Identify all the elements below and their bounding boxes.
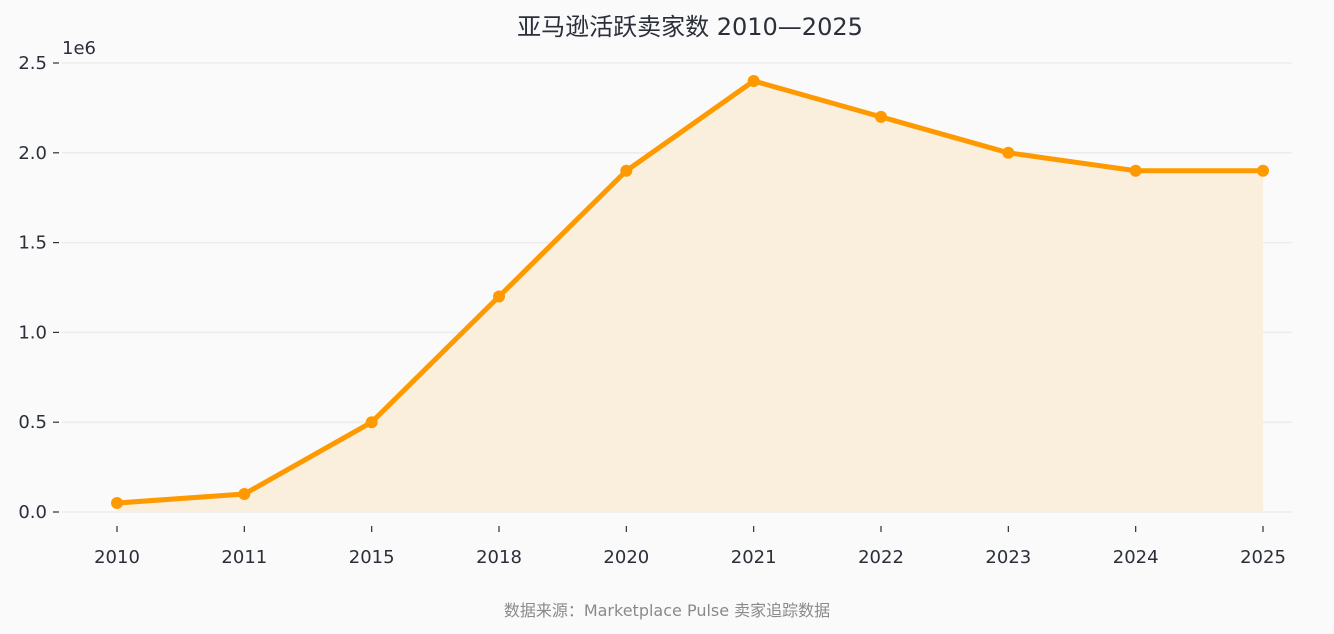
- data-point-2024: [1129, 164, 1142, 177]
- x-tick-label: 2023: [985, 547, 1031, 568]
- x-tick-label: 2015: [349, 547, 395, 568]
- y-axis: 0.0 0.5 1.0 1.5 2.0 2.5: [18, 53, 59, 523]
- series-line-layer: [114, 78, 1266, 506]
- data-points: [111, 74, 1269, 510]
- y-tick-label: 2.5: [18, 53, 47, 74]
- y-tick-label: 0.5: [18, 412, 47, 433]
- chart-title: 亚马逊活跃卖家数 2010—2025: [517, 13, 863, 41]
- x-tick-label: 2025: [1240, 547, 1286, 568]
- y-tick-label: 1.0: [18, 322, 47, 343]
- x-tick-label: 2010: [94, 547, 140, 568]
- data-point-2021: [747, 74, 760, 87]
- data-point-2018: [493, 290, 505, 303]
- y-tick-label: 0.0: [18, 502, 47, 523]
- x-tick-label: 2022: [858, 547, 904, 568]
- x-tick-label: 2024: [1113, 547, 1159, 568]
- area-fill: [117, 80, 1263, 513]
- data-point-2010: [111, 497, 123, 510]
- data-point-2022: [875, 110, 887, 123]
- x-tick-label: 2018: [476, 547, 522, 568]
- y-axis-exponent-label: 1e6: [62, 38, 96, 59]
- data-point-2023: [1002, 146, 1015, 159]
- x-tick-label: 2011: [221, 547, 267, 568]
- y-tick-label: 1.5: [18, 233, 47, 254]
- source-note: 数据来源：Marketplace Pulse 卖家追踪数据: [504, 601, 830, 620]
- series-line: [114, 78, 1266, 506]
- data-point-2011: [238, 488, 251, 501]
- x-tick-label: 2021: [731, 547, 777, 568]
- data-point-2020: [620, 164, 633, 177]
- y-tick-label: 2.0: [18, 143, 47, 164]
- area-fill-layer: [117, 80, 1263, 513]
- x-tick-label: 2020: [603, 547, 649, 568]
- data-point-2025: [1257, 164, 1269, 177]
- x-axis: 2010 2011 2015 2018 2020 2021 2022 2023 2024 2025: [94, 526, 1286, 568]
- data-point-2015: [365, 416, 378, 429]
